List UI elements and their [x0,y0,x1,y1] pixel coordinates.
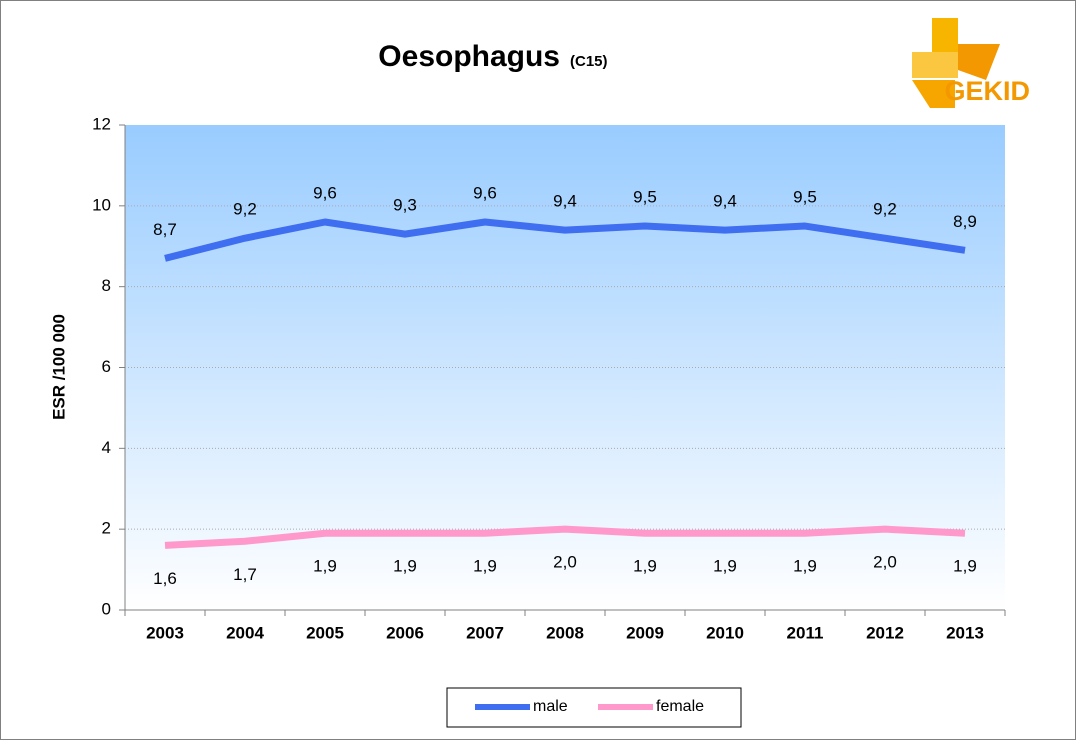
chart-title: Oesophagus [378,40,560,73]
legend-label: male [533,698,568,715]
data-label: 9,4 [553,192,577,211]
data-label: 9,3 [393,196,417,215]
logo-text: GEKID [944,76,1030,106]
legend-label: female [656,698,704,715]
data-label: 9,4 [713,192,737,211]
data-label: 9,6 [313,183,337,202]
series-line [164,525,966,549]
data-label: 8,9 [953,212,977,231]
x-tick-label: 2009 [626,623,664,642]
data-label: 2,0 [873,553,897,572]
x-tick-label: 2003 [146,623,184,642]
data-label: 1,9 [473,557,497,576]
x-tick-label: 2004 [226,623,264,642]
data-label: 9,6 [473,183,497,202]
data-label: 1,9 [713,557,737,576]
y-tick-label: 8 [102,276,111,295]
data-label: 1,9 [393,557,417,576]
data-label: 2,0 [553,553,577,572]
y-tick-label: 4 [102,438,111,457]
x-tick-label: 2007 [466,623,504,642]
y-tick-label: 10 [92,195,111,214]
data-label: 1,9 [953,557,977,576]
legend [446,687,742,728]
data-label: 1,9 [633,557,657,576]
x-tick-label: 2005 [306,623,344,642]
x-tick-label: 2006 [386,623,424,642]
data-label: 1,9 [793,557,817,576]
data-label: 9,5 [633,188,657,207]
x-tick-label: 2008 [546,623,584,642]
x-tick-label: 2012 [866,623,904,642]
y-axis-label: ESR /100 000 [49,314,68,420]
x-tick-label: 2011 [787,623,824,642]
x-tick-label: 2010 [706,623,744,642]
data-label: 9,5 [793,188,817,207]
data-label: 8,7 [153,220,177,239]
y-tick-label: 12 [92,114,111,133]
data-label: 9,2 [233,200,257,219]
y-tick-label: 0 [102,599,111,618]
data-label: 1,6 [153,569,177,588]
data-label: 9,2 [873,200,897,219]
chart-subtitle: (C15) [570,53,608,70]
y-tick-label: 2 [102,519,111,538]
series-line [164,218,966,262]
logo: GEKID [912,18,1030,108]
data-label: 1,9 [313,557,337,576]
y-tick-label: 6 [102,357,111,376]
data-label: 1,7 [233,565,257,584]
x-tick-label: 2013 [946,623,984,642]
